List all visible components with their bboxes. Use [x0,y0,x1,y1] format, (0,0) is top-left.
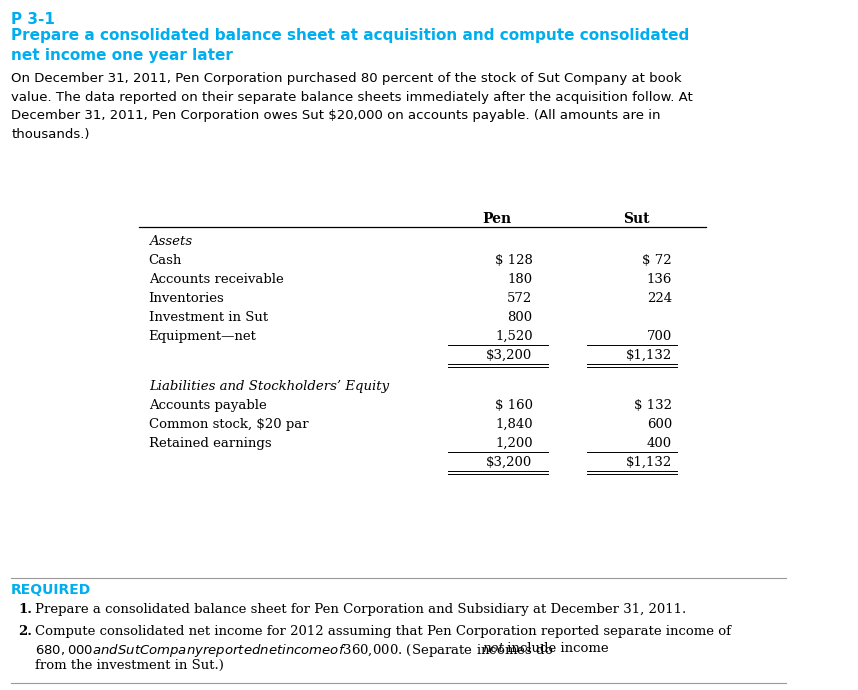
Text: Sut: Sut [624,212,650,226]
Text: $ 160: $ 160 [494,399,533,412]
Text: Common stock, $20 par: Common stock, $20 par [148,418,308,431]
Text: Accounts receivable: Accounts receivable [148,273,283,286]
Text: Liabilities and Stockholders’ Equity: Liabilities and Stockholders’ Equity [148,380,389,393]
Text: $ 72: $ 72 [643,254,672,267]
Text: 600: 600 [647,418,672,431]
Text: 1,520: 1,520 [495,330,533,343]
Text: 700: 700 [647,330,672,343]
Text: Compute consolidated net income for 2012 assuming that Pen Corporation reported : Compute consolidated net income for 2012… [35,625,731,638]
Text: 2.: 2. [19,625,33,638]
Text: Cash: Cash [148,254,182,267]
Text: 1.: 1. [19,603,33,616]
Text: $680,000 and Sut Company reported net income of $360,000. (Separate incomes do: $680,000 and Sut Company reported net in… [35,642,554,659]
Text: 1,840: 1,840 [495,418,533,431]
Text: not: not [482,642,505,655]
Text: 400: 400 [647,437,672,450]
Text: Inventories: Inventories [148,292,225,305]
Text: Assets: Assets [148,235,192,248]
Text: 136: 136 [647,273,672,286]
Text: 180: 180 [507,273,533,286]
Text: 800: 800 [507,311,533,324]
Text: from the investment in Sut.): from the investment in Sut.) [35,659,224,672]
Text: $3,200: $3,200 [486,349,533,362]
Text: include income: include income [503,642,608,655]
Text: $1,132: $1,132 [625,349,672,362]
Text: Equipment—net: Equipment—net [148,330,257,343]
Text: Investment in Sut: Investment in Sut [148,311,268,324]
Text: 1,200: 1,200 [495,437,533,450]
Text: $ 132: $ 132 [634,399,672,412]
Text: Pen: Pen [483,212,512,226]
Text: Prepare a consolidated balance sheet for Pen Corporation and Subsidiary at Decem: Prepare a consolidated balance sheet for… [35,603,686,616]
Text: $1,132: $1,132 [625,456,672,469]
Text: REQUIRED: REQUIRED [11,583,92,597]
Text: Accounts payable: Accounts payable [148,399,267,412]
Text: 224: 224 [647,292,672,305]
Text: Prepare a consolidated balance sheet at acquisition and compute consolidated
net: Prepare a consolidated balance sheet at … [11,28,690,63]
Text: On December 31, 2011, Pen Corporation purchased 80 percent of the stock of Sut C: On December 31, 2011, Pen Corporation pu… [11,72,693,141]
Text: $ 128: $ 128 [495,254,533,267]
Text: $3,200: $3,200 [486,456,533,469]
Text: Retained earnings: Retained earnings [148,437,271,450]
Text: P 3-1: P 3-1 [11,12,55,27]
Text: 572: 572 [507,292,533,305]
